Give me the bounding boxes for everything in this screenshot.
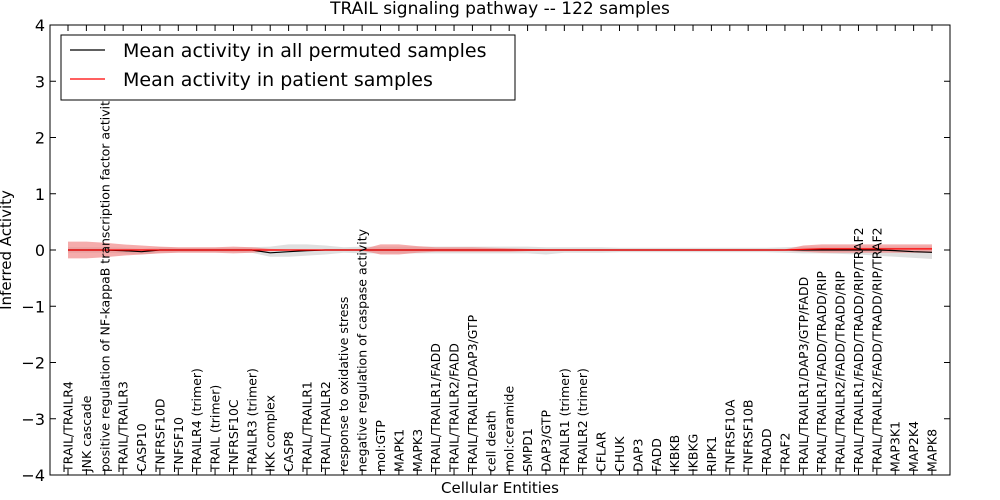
y-tick-label: 1: [35, 185, 45, 204]
category-labels: TRAIL/TRAILR4 JNK cascade positive regulat…: [61, 93, 940, 473]
y-tick-label: −1: [21, 297, 45, 316]
x-category-label: TNFRSF10C: [226, 399, 241, 473]
x-category-label: TRAIL/TRAILR4: [61, 381, 76, 473]
x-category-label: TRAIL/TRAILR2: [318, 381, 333, 473]
x-category-label: TRAIL/TRAILR1/FADD: [428, 343, 443, 473]
legend-label-permuted: Mean activity in all permuted samples: [123, 40, 486, 62]
x-category-label: TNFRSF10D: [152, 398, 167, 473]
x-category-label: TRAIL/TRAILR1: [300, 381, 315, 473]
x-category-label: TNFRSF10B: [741, 400, 756, 473]
x-category-label: cell death: [483, 410, 498, 472]
y-tick-label: −2: [21, 354, 45, 373]
x-category-label: RIPK1: [704, 436, 719, 472]
legend-label-patient: Mean activity in patient samples: [123, 69, 433, 91]
x-category-label: IKBKB: [667, 435, 682, 472]
x-category-label: TRAIL/TRAILR2/FADD: [447, 343, 462, 473]
x-category-label: TNFRSF10A: [722, 399, 737, 473]
line-series-1: [68, 248, 932, 251]
chart-title: TRAIL signaling pathway -- 122 samples: [329, 0, 670, 19]
x-category-label: MAPK1: [391, 429, 406, 472]
x-category-label: mol:GTP: [373, 420, 388, 472]
x-category-label: TRAIL (trimer): [208, 385, 223, 473]
x-category-label: TRAILR4 (trimer): [189, 368, 204, 473]
x-category-label: JNK cascade: [79, 395, 94, 473]
x-category-label: mol:ceramide: [502, 386, 517, 472]
x-category-label: CFLAR: [594, 431, 609, 472]
x-category-label: TNFSF10: [171, 417, 186, 473]
x-category-label: TRAILR2 (trimer): [575, 368, 590, 473]
y-tick-label: 2: [35, 129, 45, 148]
x-category-label: TRAILR1 (trimer): [557, 368, 572, 473]
y-tick-label: 3: [35, 72, 45, 91]
x-category-label: MAP3K1: [888, 421, 903, 472]
x-category-label: CHUK: [612, 436, 627, 472]
x-category-label: TRAIL/TRAILR2/FADD/TRADD/RIP/TRAF2: [869, 227, 884, 473]
x-category-label: TRAIL/TRAILR2/FADD/TRADD/RIP: [833, 271, 848, 473]
x-axis-label: Cellular Entities: [441, 479, 559, 497]
x-category-label: TRAILR3 (trimer): [244, 368, 259, 473]
x-category-label: TRAIL/TRAILR1/DAP3/GTP: [465, 314, 480, 473]
x-category-label: IKK complex: [263, 395, 278, 472]
x-category-label: TRAF2: [777, 432, 792, 473]
x-category-label: DAP3/GTP: [539, 409, 554, 472]
y-tick-label: 4: [35, 16, 45, 35]
x-category-label: TRAIL/TRAILR3: [116, 381, 131, 473]
x-category-label: MAP2K4: [906, 421, 921, 472]
axis-ticks: 4 3 2 1 0 −1 −2 −3 −4: [21, 16, 950, 485]
series-lines: [68, 248, 933, 254]
x-category-label: MAPK3: [410, 429, 425, 472]
x-category-label: SMPD1: [520, 428, 535, 472]
y-tick-label: −4: [21, 466, 45, 485]
x-category-label: MAPK8: [925, 429, 940, 472]
x-category-label: TRADD: [759, 428, 774, 473]
y-tick-label: −3: [21, 410, 45, 429]
y-axis-label: Inferred Activity: [0, 190, 15, 310]
x-category-label: IKBKG: [686, 434, 701, 472]
x-category-label: DAP3: [630, 439, 645, 472]
x-category-label: TRAIL/TRAILR1/FADD/TRADD/RIP/TRAF2: [851, 227, 866, 473]
legend-box: [60, 34, 516, 101]
legend: Mean activity in all permuted samples Me…: [60, 34, 516, 101]
x-category-label: FADD: [649, 438, 664, 472]
x-category-label: CASP8: [281, 431, 296, 472]
x-category-label: TRAIL/TRAILR1/FADD/TRADD/RIP: [814, 271, 829, 473]
x-category-label: positive regulation of NF-kappaB transcr…: [97, 93, 112, 472]
x-category-label: TRAIL/TRAILR1/DAP3/GTP/FADD: [796, 277, 811, 473]
plot-frame: [49, 24, 951, 476]
x-category-label: response to oxidative stress: [336, 297, 351, 472]
y-tick-label: 0: [35, 241, 45, 260]
x-category-label: CASP10: [134, 423, 149, 472]
x-category-label: negative regulation of caspase activity: [355, 228, 370, 472]
